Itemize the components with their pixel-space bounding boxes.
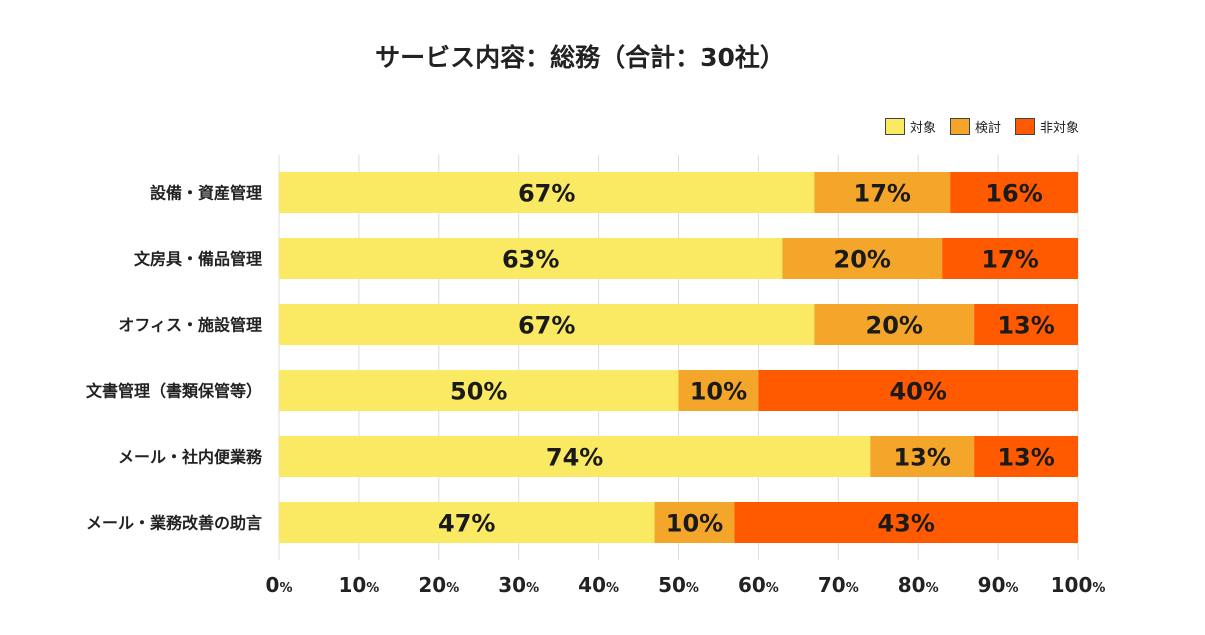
bar-4-2 xyxy=(974,436,1078,477)
x-tick-label-70: 70% xyxy=(818,573,859,597)
bar-5-0 xyxy=(279,502,655,543)
bar-5-1 xyxy=(654,502,735,543)
bar-3-1 xyxy=(678,370,759,411)
legend-swatch-taisho xyxy=(884,118,905,135)
legend-label-hitaisho: 非対象 xyxy=(1039,121,1079,136)
data-label-5-1: 10% xyxy=(666,510,723,538)
data-label-1-1: 20% xyxy=(834,246,891,274)
bar-3-2 xyxy=(758,370,1078,411)
x-tick-label-0: 0% xyxy=(266,573,293,597)
legend-swatch-hitaisho xyxy=(1014,118,1035,135)
legend: 対象 検討 非対象 xyxy=(884,117,1079,136)
data-label-0-2: 16% xyxy=(985,180,1042,208)
x-tick-label-80: 80% xyxy=(898,573,939,597)
legend-label-kento: 検討 xyxy=(974,121,1001,136)
data-label-3-1: 10% xyxy=(690,378,747,406)
bar-1-0 xyxy=(279,238,783,279)
legend-item-taisho: 対象 xyxy=(884,117,936,136)
legend-item-kento: 検討 xyxy=(949,117,1001,136)
category-label-0: 設備・資産管理 xyxy=(150,184,262,203)
data-label-2-2: 13% xyxy=(997,312,1054,340)
data-label-4-1: 13% xyxy=(893,444,950,472)
x-tick-label-40: 40% xyxy=(578,573,619,597)
data-label-3-0: 50% xyxy=(450,378,507,406)
bar-3-0 xyxy=(279,370,679,411)
data-label-2-1: 20% xyxy=(866,312,923,340)
data-label-4-0: 74% xyxy=(546,444,603,472)
bar-2-0 xyxy=(279,304,815,345)
x-tick-label-30: 30% xyxy=(498,573,539,597)
x-tick-label-90: 90% xyxy=(978,573,1019,597)
data-label-5-0: 47% xyxy=(438,510,495,538)
category-label-2: オフィス・施設管理 xyxy=(118,316,262,335)
legend-label-taisho: 対象 xyxy=(909,121,936,136)
legend-item-hitaisho: 非対象 xyxy=(1014,117,1079,136)
legend-swatch-kento xyxy=(949,118,970,135)
bar-1-2 xyxy=(942,238,1078,279)
category-label-5: メール・業務改善の助言 xyxy=(86,514,262,533)
data-label-1-0: 63% xyxy=(502,246,559,274)
bar-0-2 xyxy=(950,172,1078,213)
bar-4-0 xyxy=(279,436,871,477)
data-label-5-2: 43% xyxy=(877,510,934,538)
bar-2-2 xyxy=(974,304,1078,345)
x-tick-label-60: 60% xyxy=(738,573,779,597)
category-label-4: メール・社内便業務 xyxy=(118,448,263,467)
bar-0-1 xyxy=(814,172,951,213)
bar-0-0 xyxy=(279,172,815,213)
data-label-0-0: 67% xyxy=(518,180,575,208)
x-tick-label-20: 20% xyxy=(418,573,459,597)
data-label-2-0: 67% xyxy=(518,312,575,340)
bar-5-2 xyxy=(734,502,1078,543)
bar-4-1 xyxy=(870,436,975,477)
data-label-0-1: 17% xyxy=(854,180,911,208)
x-tick-label-50: 50% xyxy=(658,573,699,597)
data-label-4-2: 13% xyxy=(997,444,1054,472)
data-label-3-2: 40% xyxy=(889,378,946,406)
bar-1-1 xyxy=(782,238,943,279)
category-label-3: 文書管理（書類保管等） xyxy=(86,382,262,401)
data-label-1-2: 17% xyxy=(981,246,1038,274)
category-label-1: 文房具・備品管理 xyxy=(134,250,262,269)
chart-title: サービス内容：総務（合計：30社） xyxy=(375,43,785,72)
x-tick-label-10: 10% xyxy=(338,573,379,597)
x-tick-label-100: 100% xyxy=(1051,573,1106,597)
bar-2-1 xyxy=(814,304,975,345)
